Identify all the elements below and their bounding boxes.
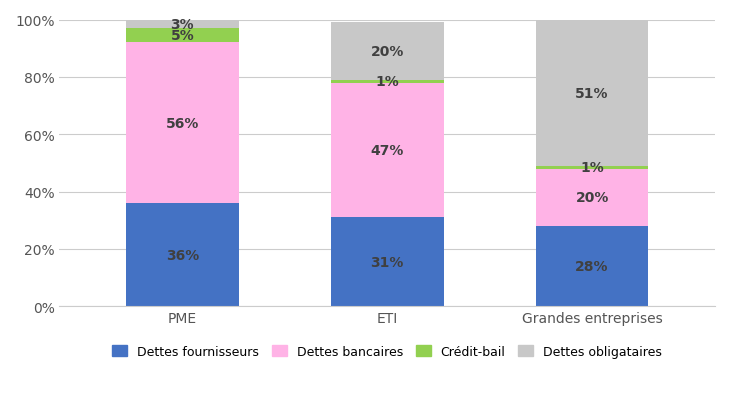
Text: 56%: 56% bbox=[166, 117, 199, 130]
Bar bbox=[126, 204, 239, 306]
Bar bbox=[331, 23, 444, 81]
Text: 31%: 31% bbox=[371, 255, 404, 269]
Bar bbox=[331, 83, 444, 218]
Bar bbox=[536, 166, 648, 169]
Text: 20%: 20% bbox=[575, 191, 609, 205]
Text: 28%: 28% bbox=[575, 259, 609, 273]
Bar bbox=[126, 20, 239, 29]
Text: 3%: 3% bbox=[171, 18, 194, 32]
Text: 47%: 47% bbox=[371, 144, 404, 157]
Bar bbox=[536, 169, 648, 226]
Bar bbox=[331, 218, 444, 306]
Text: 20%: 20% bbox=[371, 45, 404, 59]
Text: 1%: 1% bbox=[580, 161, 604, 175]
Text: 51%: 51% bbox=[575, 86, 609, 100]
Bar bbox=[126, 43, 239, 204]
Text: 5%: 5% bbox=[170, 29, 194, 43]
Bar bbox=[536, 226, 648, 306]
Text: 36%: 36% bbox=[166, 248, 199, 262]
Bar bbox=[536, 20, 648, 166]
Bar bbox=[126, 29, 239, 43]
Legend: Dettes fournisseurs, Dettes bancaires, Crédit-bail, Dettes obligataires: Dettes fournisseurs, Dettes bancaires, C… bbox=[107, 340, 667, 363]
Bar bbox=[331, 81, 444, 83]
Text: 1%: 1% bbox=[375, 75, 399, 89]
